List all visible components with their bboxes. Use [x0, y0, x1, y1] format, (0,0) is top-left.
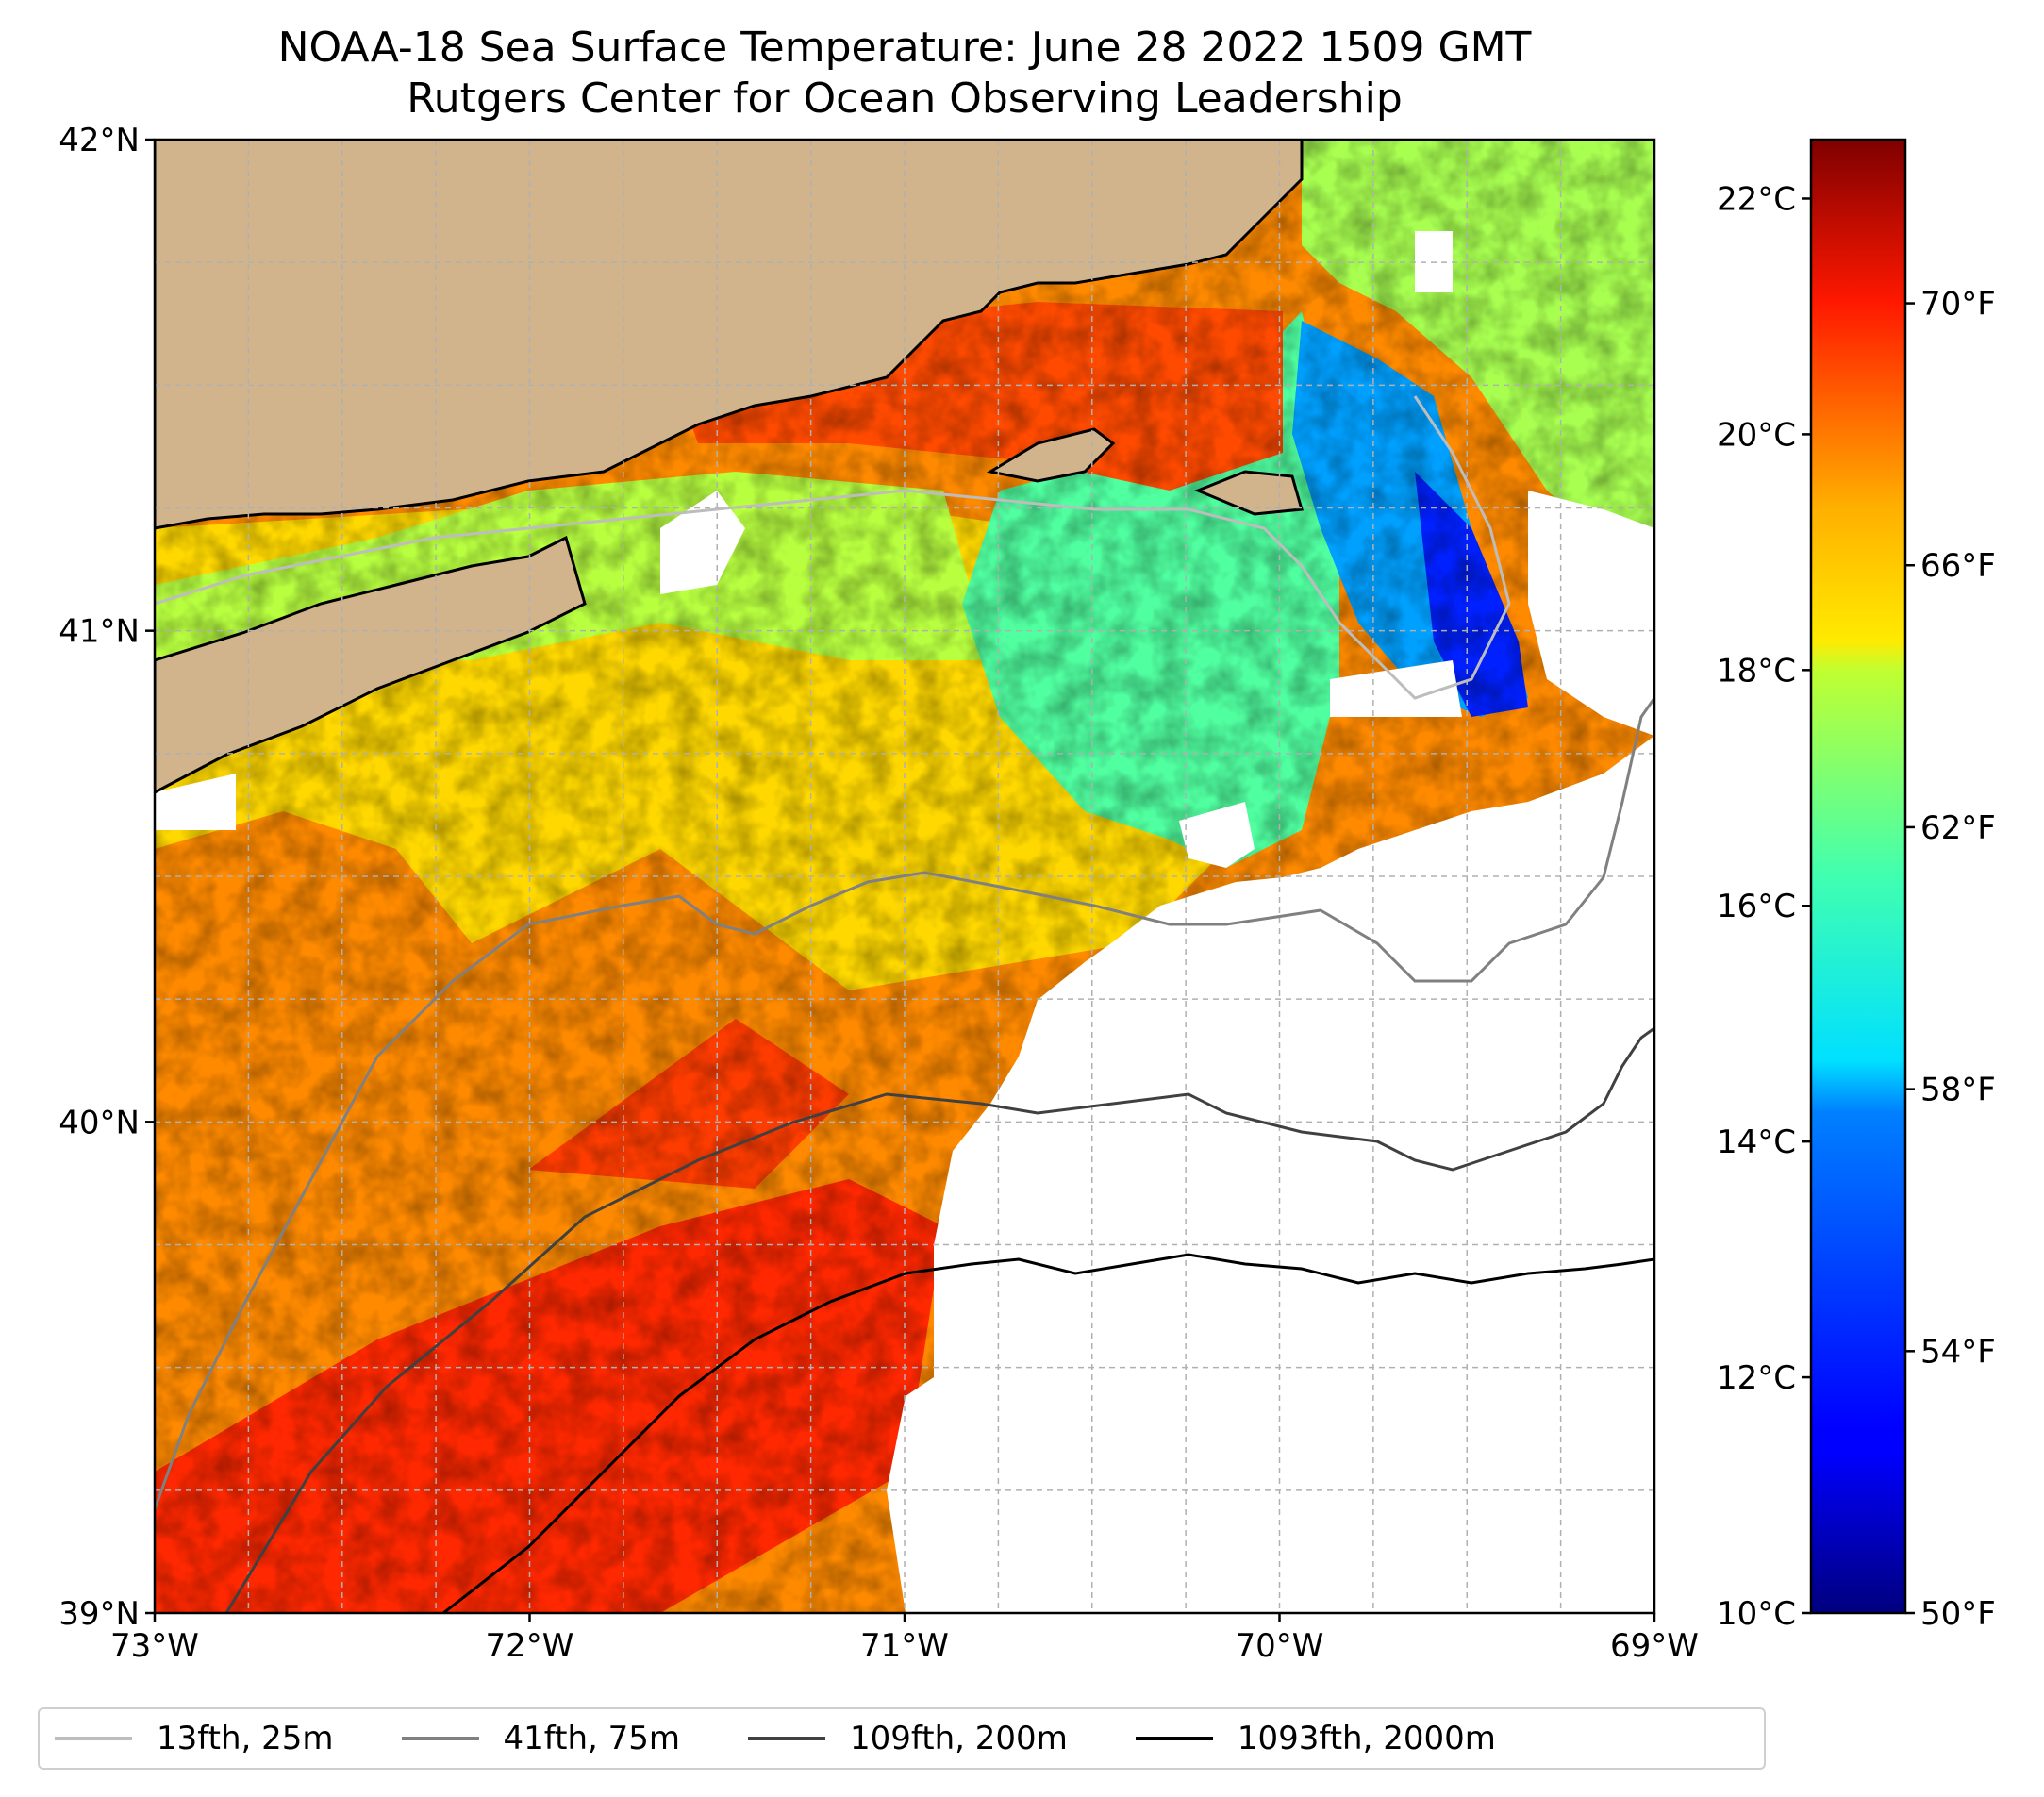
- lat-tick-label: 40°N: [58, 1104, 140, 1141]
- legend-label: 109fth, 200m: [850, 1720, 1068, 1757]
- legend-item: 109fth, 200m: [748, 1720, 1068, 1757]
- legend-label: 13fth, 25m: [157, 1720, 334, 1757]
- legend-item: 13fth, 25m: [55, 1720, 334, 1757]
- celsius-tick-label: 14°C: [1717, 1123, 1796, 1161]
- axis-ticks: 73°W 72°W 71°W 70°W 69°W 42°N 41°N 40°N 39°N: [58, 122, 1699, 1665]
- map-subtitle: Rutgers Center for Ocean Observing Leade…: [407, 75, 1403, 123]
- celsius-tick-label: 12°C: [1717, 1359, 1796, 1397]
- lat-tick-label: 42°N: [58, 122, 140, 159]
- legend-swatch: [1135, 1737, 1213, 1740]
- map-title: NOAA-18 Sea Surface Temperature: June 28…: [277, 24, 1532, 72]
- isobath-25m: [155, 395, 1511, 700]
- isobath-legend: 13fth, 25m 41fth, 75m 109fth, 200m 1093fth,…: [38, 1707, 1766, 1770]
- gridlines: [155, 140, 1654, 1613]
- legend-label: 1093fth, 2000m: [1237, 1720, 1496, 1757]
- legend-swatch: [748, 1737, 826, 1740]
- land-nantucket: [1194, 470, 1304, 516]
- missing-data-region: [887, 736, 1654, 1613]
- celsius-tick-label: 10°C: [1717, 1595, 1796, 1633]
- fahrenheit-tick-label: 70°F: [1920, 286, 1996, 324]
- land-new-england: [155, 140, 1304, 530]
- legend-swatch: [55, 1737, 132, 1740]
- fahrenheit-tick-label: 66°F: [1920, 547, 1996, 585]
- fahrenheit-tick-label: 58°F: [1920, 1072, 1996, 1109]
- lon-tick-label: 73°W: [110, 1627, 199, 1665]
- land-marthas-vineyard: [986, 427, 1116, 483]
- legend-swatch: [401, 1737, 479, 1740]
- fahrenheit-tick-label: 50°F: [1920, 1595, 1996, 1633]
- colorbar: [1809, 138, 1907, 1615]
- colorbar-ticks: 10°C 12°C 14°C 16°C 18°C 20°C 22°C 50°F 54°F 58°F…: [1717, 180, 1996, 1633]
- legend-label: 41fth, 75m: [503, 1720, 681, 1757]
- celsius-tick-label: 22°C: [1717, 180, 1796, 218]
- fahrenheit-tick-label: 54°F: [1920, 1333, 1996, 1371]
- lon-tick-label: 72°W: [486, 1627, 574, 1665]
- lon-tick-label: 71°W: [860, 1627, 949, 1665]
- lat-tick-label: 41°N: [58, 613, 140, 651]
- celsius-tick-label: 20°C: [1717, 416, 1796, 454]
- legend-item: 41fth, 75m: [401, 1720, 681, 1757]
- celsius-tick-label: 18°C: [1717, 652, 1796, 690]
- legend-item: 1093fth, 2000m: [1135, 1720, 1496, 1757]
- celsius-tick-label: 16°C: [1717, 888, 1796, 925]
- lon-tick-label: 69°W: [1610, 1627, 1699, 1665]
- fahrenheit-tick-label: 62°F: [1920, 809, 1996, 847]
- isobath-75m: [155, 697, 1654, 1510]
- lon-tick-label: 70°W: [1236, 1627, 1324, 1665]
- isobath-200m: [224, 1026, 1654, 1613]
- land-long-island: [155, 535, 587, 794]
- lat-tick-label: 39°N: [58, 1595, 140, 1633]
- isobath-2000m: [442, 1253, 1654, 1613]
